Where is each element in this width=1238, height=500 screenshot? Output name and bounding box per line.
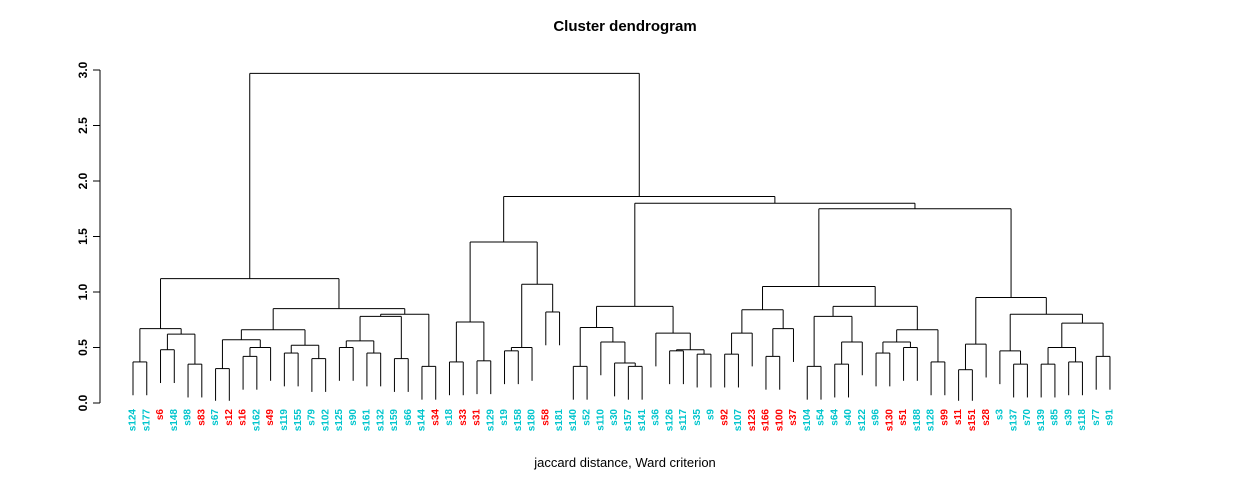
leaf-label-s52: s52 bbox=[582, 409, 593, 426]
leaf-label-s19: s19 bbox=[499, 409, 510, 426]
leaf-label-s28: s28 bbox=[981, 409, 992, 426]
leaf-label-s130: s130 bbox=[884, 409, 895, 432]
y-axis-tick-label: 3.0 bbox=[76, 61, 90, 78]
leaf-label-s125: s125 bbox=[334, 409, 345, 432]
leaf-label-s158: s158 bbox=[513, 409, 524, 432]
leaf-label-s166: s166 bbox=[761, 409, 772, 432]
leaf-label-s155: s155 bbox=[293, 409, 304, 432]
leaf-label-s137: s137 bbox=[1008, 409, 1019, 432]
leaf-label-s31: s31 bbox=[472, 409, 483, 426]
leaf-label-s126: s126 bbox=[664, 409, 675, 432]
y-axis-tick-label: 0.5 bbox=[76, 339, 90, 356]
leaf-label-s96: s96 bbox=[871, 409, 882, 426]
leaf-label-s51: s51 bbox=[898, 409, 909, 426]
leaf-label-s9: s9 bbox=[706, 409, 717, 421]
leaf-label-s11: s11 bbox=[953, 409, 964, 426]
leaf-label-s30: s30 bbox=[609, 409, 620, 426]
leaf-label-s67: s67 bbox=[210, 409, 221, 426]
y-axis-tick-label: 2.5 bbox=[76, 117, 90, 134]
leaf-label-s162: s162 bbox=[251, 409, 262, 432]
dendrogram-links bbox=[132, 72, 1111, 401]
leaf-label-s16: s16 bbox=[238, 409, 249, 426]
leaf-label-s181: s181 bbox=[554, 409, 565, 432]
leaf-label-s139: s139 bbox=[1036, 409, 1047, 432]
leaf-label-s151: s151 bbox=[967, 409, 978, 432]
leaf-label-s100: s100 bbox=[774, 409, 785, 432]
leaf-label-s177: s177 bbox=[141, 409, 152, 432]
leaf-label-s40: s40 bbox=[843, 409, 854, 426]
leaf-label-s83: s83 bbox=[196, 409, 207, 426]
leaf-label-s66: s66 bbox=[403, 409, 414, 426]
leaf-label-s85: s85 bbox=[1050, 409, 1061, 426]
leaf-label-s79: s79 bbox=[307, 409, 318, 426]
x-axis-label: jaccard distance, Ward criterion bbox=[533, 455, 716, 470]
leaf-label-s12: s12 bbox=[224, 409, 235, 426]
leaf-label-s104: s104 bbox=[802, 409, 813, 432]
leaf-label-s49: s49 bbox=[265, 409, 276, 426]
leaf-label-s161: s161 bbox=[362, 409, 373, 432]
leaf-label-s132: s132 bbox=[375, 409, 386, 432]
leaf-label-s128: s128 bbox=[926, 409, 937, 432]
leaf-label-s98: s98 bbox=[183, 409, 194, 426]
leaf-labels: s124 s177 s6 s148 s98 s83 s67 s12 s16 s162 s49 s119… bbox=[128, 409, 1116, 432]
leaf-label-s124: s124 bbox=[128, 409, 139, 432]
leaf-label-s159: s159 bbox=[389, 409, 400, 432]
leaf-label-s102: s102 bbox=[320, 409, 331, 432]
leaf-label-s91: s91 bbox=[1105, 409, 1116, 426]
leaf-label-s64: s64 bbox=[829, 409, 840, 426]
leaf-label-s39: s39 bbox=[1063, 409, 1074, 426]
leaf-label-s77: s77 bbox=[1091, 409, 1102, 426]
leaf-label-s117: s117 bbox=[678, 409, 689, 431]
leaf-label-s144: s144 bbox=[417, 409, 428, 432]
leaf-label-s6: s6 bbox=[155, 409, 166, 421]
leaf-label-s119: s119 bbox=[279, 409, 290, 431]
leaf-label-s122: s122 bbox=[857, 409, 868, 432]
leaf-label-s123: s123 bbox=[747, 409, 758, 432]
leaf-label-s3: s3 bbox=[995, 409, 1006, 421]
leaf-label-s58: s58 bbox=[540, 409, 551, 426]
leaf-label-s35: s35 bbox=[692, 409, 703, 426]
y-axis-tick-label: 1.5 bbox=[76, 228, 90, 245]
leaf-label-s110: s110 bbox=[595, 409, 606, 431]
leaf-label-s141: s141 bbox=[637, 409, 648, 432]
y-axis-tick-label: 0.0 bbox=[76, 394, 90, 411]
leaf-label-s157: s157 bbox=[623, 409, 634, 432]
leaf-label-s34: s34 bbox=[430, 409, 441, 426]
leaf-label-s54: s54 bbox=[816, 409, 827, 426]
leaf-label-s36: s36 bbox=[651, 409, 662, 426]
y-axis-tick-label: 2.0 bbox=[76, 172, 90, 189]
leaf-label-s118: s118 bbox=[1077, 409, 1088, 431]
leaf-label-s70: s70 bbox=[1022, 409, 1033, 426]
leaf-label-s107: s107 bbox=[733, 409, 744, 432]
y-axis: 0.0 0.5 1.0 1.5 2.0 2.5 3.0 bbox=[76, 61, 101, 411]
y-axis-tick-label: 1.0 bbox=[76, 283, 90, 300]
leaf-label-s18: s18 bbox=[444, 409, 455, 426]
leaf-label-s180: s180 bbox=[527, 409, 538, 432]
leaf-label-s37: s37 bbox=[788, 409, 799, 426]
leaf-label-s33: s33 bbox=[458, 409, 469, 426]
leaf-label-s188: s188 bbox=[912, 409, 923, 432]
leaf-label-s148: s148 bbox=[169, 409, 180, 432]
leaf-label-s90: s90 bbox=[348, 409, 359, 426]
chart-title: Cluster dendrogram bbox=[553, 18, 696, 35]
leaf-label-s92: s92 bbox=[719, 409, 730, 426]
leaf-label-s99: s99 bbox=[939, 409, 950, 426]
leaf-label-s129: s129 bbox=[485, 409, 496, 432]
leaf-label-s140: s140 bbox=[568, 409, 579, 432]
